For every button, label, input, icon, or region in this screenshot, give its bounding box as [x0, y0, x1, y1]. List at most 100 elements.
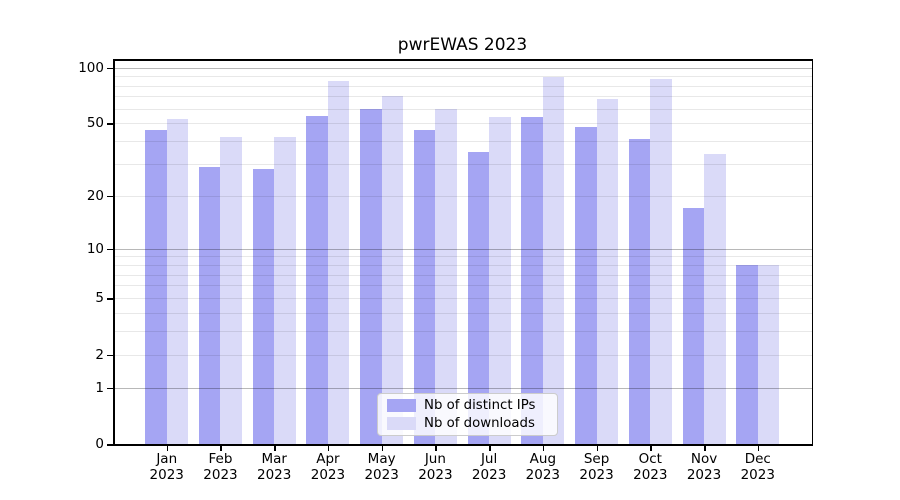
gridline-minor-4 [113, 312, 812, 314]
bar-ips-oct [628, 139, 651, 445]
y-tick-label-50: 50 [86, 115, 104, 132]
x-tick-month: May [367, 451, 396, 467]
x-tick-year: 2023 [633, 467, 668, 483]
bar-downloads-oct [650, 78, 672, 445]
bar-ips-sep [575, 126, 597, 445]
chart-title: pwrEWAS 2023 [397, 35, 528, 55]
bar-downloads-jan [166, 118, 189, 445]
y-tick-1 [107, 387, 113, 390]
y-tick-100 [107, 67, 113, 70]
bar-ips-aug [521, 117, 543, 445]
y-tick-5 [107, 298, 113, 300]
gridline-minor-60 [113, 108, 812, 110]
x-tick-label-may: May 2023 [350, 451, 414, 483]
x-tick-mar [274, 445, 276, 451]
x-tick-label-oct: Oct 2023 [618, 451, 682, 483]
legend: Nb of distinct IPs Nb of downloads [377, 393, 558, 436]
bar-ips-jul [467, 151, 490, 445]
bar-downloads-aug [542, 76, 565, 445]
gridline-major-10 [113, 248, 812, 250]
x-tick-dec [757, 445, 760, 451]
x-tick-year: 2023 [740, 467, 775, 483]
gridline-major-1 [113, 387, 812, 389]
gridline-minor-80 [113, 85, 812, 87]
gridline-minor-2 [113, 354, 812, 356]
y-tick-0 [107, 444, 113, 446]
x-tick-apr [327, 445, 330, 451]
x-tick-label-jul: Jul 2023 [457, 451, 521, 483]
x-tick-month: Sep [583, 451, 610, 467]
x-tick-year: 2023 [471, 467, 507, 483]
y-tick-50 [107, 123, 113, 125]
x-tick-month: Feb [208, 451, 233, 467]
spine-bottom [113, 444, 813, 446]
y-tick-label-2: 2 [95, 346, 104, 363]
bar-downloads-sep [596, 98, 619, 445]
spine-top [113, 59, 813, 61]
x-tick-oct [650, 445, 652, 451]
x-tick-month: Apr [316, 451, 340, 467]
gridline-minor-70 [113, 96, 812, 98]
x-tick-year: 2023 [310, 467, 346, 483]
gridline-minor-40 [113, 141, 812, 143]
y-tick-label-1: 1 [95, 379, 104, 396]
bar-downloads-nov [704, 154, 726, 445]
bar-ips-feb [198, 166, 221, 445]
bar-ips-apr [306, 115, 328, 445]
x-tick-month: Dec [744, 451, 771, 467]
x-tick-month: Jan [156, 451, 178, 467]
y-tick-label-20: 20 [86, 187, 104, 204]
gridline-minor-3 [113, 331, 812, 333]
x-tick-jul [489, 445, 491, 451]
bar-downloads-may [381, 96, 404, 445]
gridline-minor-20 [113, 195, 812, 197]
x-tick-label-apr: Apr 2023 [296, 451, 360, 483]
y-tick-2 [107, 354, 113, 357]
x-tick-label-mar: Mar 2023 [242, 451, 306, 483]
x-tick-aug [542, 445, 545, 451]
legend-swatch-distinct-ips [387, 399, 416, 412]
y-tick-label-100: 100 [78, 59, 104, 76]
x-tick-year: 2023 [686, 467, 722, 483]
bar-downloads-jun [435, 108, 457, 445]
gridline-minor-5 [113, 298, 812, 300]
x-tick-label-aug: Aug 2023 [511, 451, 575, 483]
x-tick-year: 2023 [203, 467, 238, 483]
gridline-minor-30 [113, 163, 812, 165]
bar-ips-nov [682, 208, 705, 445]
legend-label-downloads: Nb of downloads [424, 416, 535, 431]
legend-swatch-downloads [387, 417, 416, 430]
x-tick-may [381, 445, 384, 451]
bar-ips-jan [145, 129, 167, 445]
bar-ips-mar [252, 169, 275, 445]
x-tick-label-sep: Sep 2023 [565, 451, 629, 483]
legend-row-downloads: Nb of downloads [387, 416, 557, 432]
x-tick-month: Jul [480, 451, 498, 467]
bar-downloads-mar [274, 137, 296, 445]
bar-ips-dec [736, 264, 758, 445]
bar-ips-may [360, 108, 382, 445]
legend-label-distinct-ips: Nb of distinct IPs [424, 398, 536, 413]
x-tick-label-dec: Dec 2023 [726, 451, 790, 483]
y-tick-20 [107, 195, 113, 198]
x-tick-year: 2023 [579, 467, 614, 483]
x-tick-label-jan: Jan 2023 [135, 451, 199, 483]
spine-right [811, 59, 813, 446]
x-tick-jun [435, 445, 437, 451]
legend-row-distinct-ips: Nb of distinct IPs [387, 398, 557, 414]
bar-downloads-dec [757, 264, 780, 445]
x-tick-month: Oct [638, 451, 662, 467]
gridline-minor-7 [113, 274, 812, 276]
x-tick-month: Nov [690, 451, 718, 467]
gridline-minor-90 [113, 76, 812, 78]
bar-downloads-feb [220, 137, 242, 445]
x-tick-month: Mar [261, 451, 287, 467]
x-tick-label-nov: Nov 2023 [672, 451, 736, 483]
x-tick-year: 2023 [418, 467, 453, 483]
x-tick-label-feb: Feb 2023 [188, 451, 252, 483]
gridline-minor-6 [113, 285, 812, 287]
x-tick-label-jun: Jun 2023 [403, 451, 467, 483]
y-tick-label-0: 0 [95, 436, 104, 453]
x-tick-month: Jun [424, 451, 446, 467]
